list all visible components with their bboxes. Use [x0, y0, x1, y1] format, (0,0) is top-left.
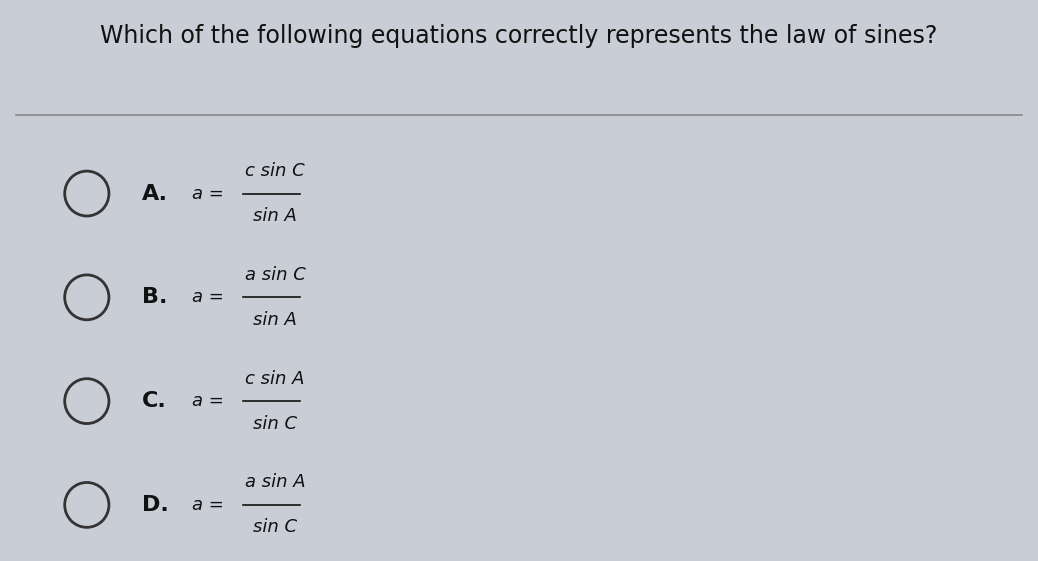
Text: c sin C: c sin C [245, 162, 304, 180]
Text: a =: a = [192, 185, 230, 203]
Text: A.: A. [142, 183, 168, 204]
Text: a sin C: a sin C [245, 266, 305, 284]
Text: c sin A: c sin A [245, 370, 304, 388]
Text: a =: a = [192, 288, 230, 306]
Text: sin A: sin A [252, 207, 297, 225]
Text: C.: C. [142, 391, 167, 411]
Text: a sin A: a sin A [245, 473, 305, 491]
Text: sin C: sin C [252, 518, 297, 536]
Text: Which of the following equations correctly represents the law of sines?: Which of the following equations correct… [101, 25, 937, 48]
Text: a =: a = [192, 496, 230, 514]
Text: B.: B. [142, 287, 167, 307]
Text: D.: D. [142, 495, 169, 515]
Text: a =: a = [192, 392, 230, 410]
Text: sin A: sin A [252, 311, 297, 329]
Text: sin C: sin C [252, 415, 297, 433]
